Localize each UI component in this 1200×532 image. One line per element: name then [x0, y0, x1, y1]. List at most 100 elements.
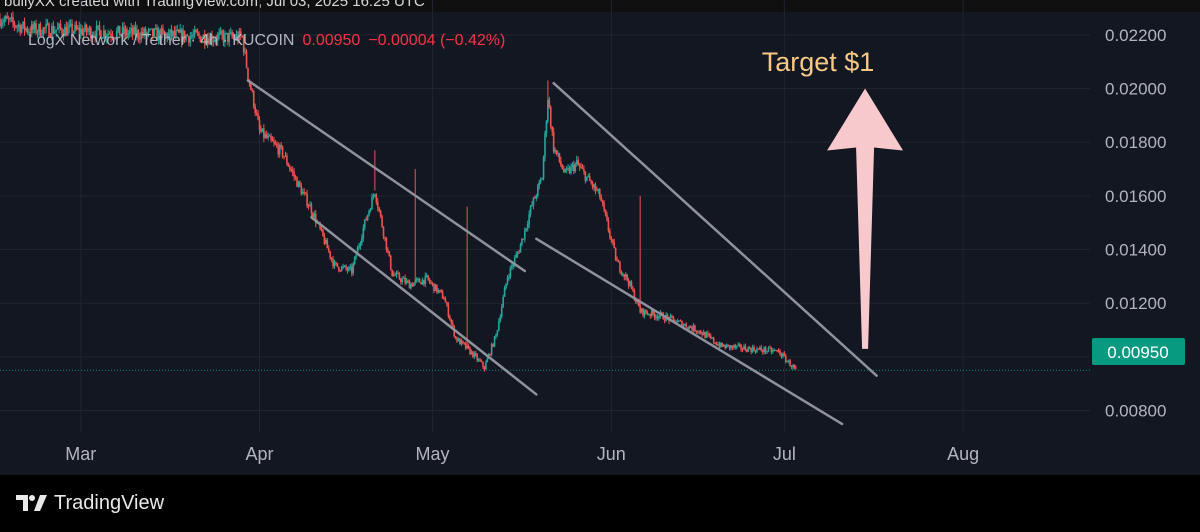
- candle-body: [622, 274, 624, 276]
- candle-body: [153, 28, 156, 36]
- candle-body: [4, 16, 7, 20]
- candle-body: [352, 263, 355, 274]
- candle-body: [588, 175, 591, 181]
- candle-body: [646, 312, 649, 315]
- candle-body: [603, 203, 605, 210]
- candle-body: [214, 39, 216, 41]
- candle-body: [133, 26, 135, 35]
- candle-body: [619, 262, 621, 272]
- candle-body: [694, 325, 696, 332]
- candle-body: [535, 195, 538, 199]
- channel-trendline[interactable]: [552, 81, 878, 377]
- candle-body: [333, 262, 336, 267]
- candle-body: [398, 273, 401, 280]
- last-price-tag-label: 0.00950: [1107, 343, 1168, 362]
- candle-body: [425, 275, 428, 277]
- candle-body: [793, 365, 796, 368]
- channel-trendline[interactable]: [246, 79, 527, 273]
- candle-body: [330, 257, 333, 260]
- candle-body: [139, 37, 141, 40]
- candle-body: [192, 34, 195, 37]
- candle-body: [724, 345, 727, 349]
- x-tick-label: Aug: [947, 444, 979, 464]
- candle-body: [431, 282, 434, 284]
- candle-body: [600, 197, 603, 202]
- legend-symbol: LogX Network / Tether · 4h · KUCOIN: [28, 32, 294, 49]
- candle-body: [271, 139, 274, 142]
- candle-body: [738, 344, 741, 346]
- candle-body: [685, 324, 688, 328]
- time-axis[interactable]: Mar Apr May Jun Jul Aug: [65, 444, 979, 464]
- candle-body: [339, 270, 342, 272]
- candle-body: [212, 40, 215, 42]
- candle-body: [746, 350, 748, 352]
- tradingview-logo-icon[interactable]: [16, 493, 48, 513]
- candle-body: [447, 304, 450, 317]
- candle-body: [725, 344, 728, 349]
- candle-body: [118, 25, 121, 36]
- candle-body: [363, 219, 366, 228]
- tradingview-brand-label[interactable]: TradingView: [54, 492, 165, 514]
- candle-body: [104, 30, 107, 38]
- candle-body: [85, 24, 88, 32]
- candle-body: [743, 346, 745, 350]
- candle-body: [539, 179, 542, 182]
- candle-body: [790, 366, 793, 368]
- target-annotation[interactable]: Target $1: [762, 47, 875, 77]
- candle-body: [518, 252, 520, 254]
- candle-body: [388, 251, 391, 256]
- candle-body: [72, 31, 75, 34]
- candle-body: [516, 252, 519, 255]
- channel-trendline[interactable]: [535, 237, 844, 426]
- candle-body: [13, 22, 16, 26]
- price-chart[interactable]: Target $1 LogX Network / Tether · 4h · K…: [0, 0, 1200, 475]
- candle-body: [397, 272, 399, 274]
- candle-body: [323, 235, 326, 244]
- candle-body: [671, 315, 673, 317]
- candle-body: [728, 345, 731, 349]
- candle-body: [446, 302, 448, 305]
- candle-body: [177, 29, 180, 33]
- candle-body: [564, 169, 566, 172]
- candle-body: [629, 281, 631, 286]
- candle-body: [92, 35, 95, 37]
- candle-body: [294, 176, 297, 178]
- candle-body: [32, 24, 34, 30]
- candle-body: [90, 27, 92, 39]
- candle-body: [586, 176, 588, 181]
- candle-body: [227, 32, 229, 42]
- candle-body: [495, 334, 497, 337]
- candle-body: [193, 29, 196, 35]
- candle-body: [436, 284, 438, 293]
- candle-body: [524, 230, 526, 240]
- candle-body: [340, 266, 343, 271]
- candle-body: [482, 361, 484, 367]
- candle-body: [95, 25, 98, 38]
- y-tick-label: 0.01800: [1105, 133, 1166, 152]
- candle-body: [407, 280, 409, 282]
- candle-body: [597, 189, 600, 191]
- candle-body: [391, 269, 393, 277]
- candle-body: [707, 333, 709, 335]
- candle-body: [760, 347, 763, 351]
- target-arrow-shape[interactable]: [827, 88, 904, 349]
- candle-body: [238, 31, 241, 42]
- candle-body: [624, 274, 627, 277]
- candle-body: [43, 27, 46, 29]
- candle-body: [68, 24, 71, 28]
- candle-body: [440, 290, 442, 292]
- candle-body: [264, 134, 267, 138]
- target-arrow[interactable]: [827, 88, 904, 349]
- candle-body: [140, 32, 143, 40]
- candle-body: [130, 28, 133, 32]
- channel-trendline[interactable]: [310, 216, 538, 396]
- candle-body: [457, 338, 460, 342]
- channel-trendlines[interactable]: [246, 79, 878, 426]
- candle-body: [198, 33, 200, 36]
- candle-body: [41, 35, 43, 37]
- candle-body: [362, 227, 365, 239]
- candle-body: [772, 350, 774, 353]
- candle-body: [485, 362, 487, 370]
- candle-body: [777, 350, 780, 352]
- candle-body: [720, 342, 722, 348]
